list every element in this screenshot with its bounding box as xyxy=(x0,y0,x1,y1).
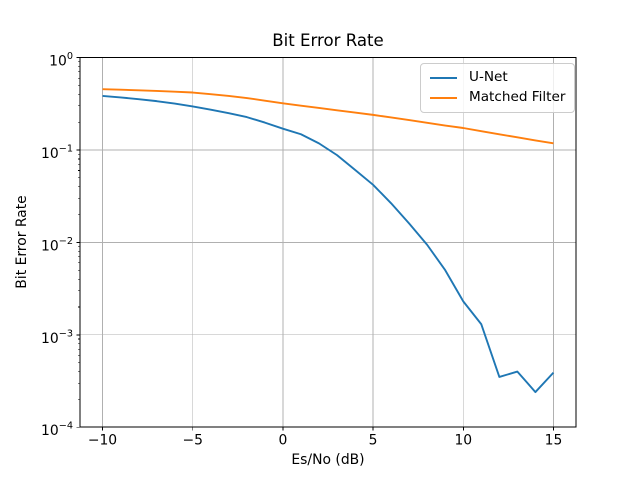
chart-title: Bit Error Rate xyxy=(272,31,384,50)
x-tick-label: −5 xyxy=(182,433,202,449)
x-tick-label: −10 xyxy=(88,433,117,449)
x-axis: −10 −5 0 5 10 15 xyxy=(88,427,563,449)
x-tick-label: 5 xyxy=(369,433,378,449)
legend-line-sample-matched-filter xyxy=(430,97,457,99)
x-tick-label: 0 xyxy=(278,433,287,449)
y-axis-label: Bit Error Rate xyxy=(14,195,31,289)
legend: U-Net Matched Filter xyxy=(420,63,576,113)
legend-label-matched-filter: Matched Filter xyxy=(469,89,566,106)
series-u-net xyxy=(102,94,555,394)
legend-line-sample-u-net xyxy=(430,77,457,79)
x-axis-label: Es/No (dB) xyxy=(291,452,365,468)
x-tick-label: 15 xyxy=(545,433,563,449)
legend-item-u-net: U-Net xyxy=(430,68,565,88)
legend-item-matched-filter: Matched Filter xyxy=(430,88,565,108)
x-tick-label: 10 xyxy=(454,433,472,449)
legend-label-u-net: U-Net xyxy=(469,69,508,86)
series-matched-filter xyxy=(102,88,554,145)
y-minor-ticks xyxy=(78,61,80,400)
